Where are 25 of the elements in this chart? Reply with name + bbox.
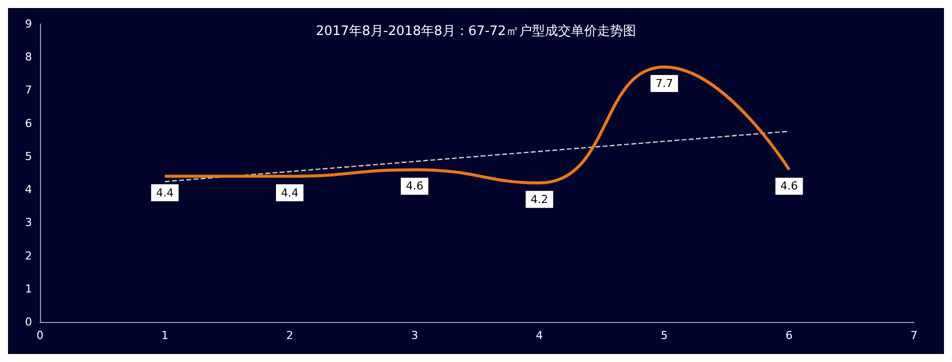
x-tick-label: 1 — [161, 329, 168, 342]
y-tick-label: 9 — [25, 18, 32, 30]
data-label: 4.2 — [530, 192, 548, 206]
y-tick-label: 4 — [25, 183, 32, 196]
chart-title: 2017年8月-2018年8月：67-72㎡户型成交单价走势图 — [316, 23, 636, 39]
x-tick-label: 4 — [536, 329, 543, 342]
x-tick-label: 7 — [910, 329, 918, 342]
x-tick-label: 2 — [286, 329, 294, 342]
x-tick-label: 6 — [786, 329, 793, 342]
y-tick-label: 6 — [25, 116, 32, 130]
x-tick-label: 5 — [660, 329, 668, 342]
y-tick-label: 8 — [25, 50, 32, 64]
data-label: 4.6 — [406, 180, 424, 193]
y-tick-label: 1 — [25, 282, 32, 296]
y-tick-label: 7 — [25, 84, 32, 97]
data-label: 7.7 — [656, 77, 674, 90]
data-label: 4.4 — [280, 186, 298, 200]
data-label: 4.4 — [156, 186, 174, 200]
data-label: 4.6 — [780, 180, 798, 193]
x-tick-label: 3 — [411, 329, 418, 342]
x-tick-label: 0 — [36, 329, 44, 342]
y-tick-label: 0 — [25, 316, 32, 328]
y-tick-label: 3 — [25, 216, 32, 230]
y-tick-label: 5 — [25, 150, 32, 163]
y-tick-label: 2 — [25, 249, 32, 262]
